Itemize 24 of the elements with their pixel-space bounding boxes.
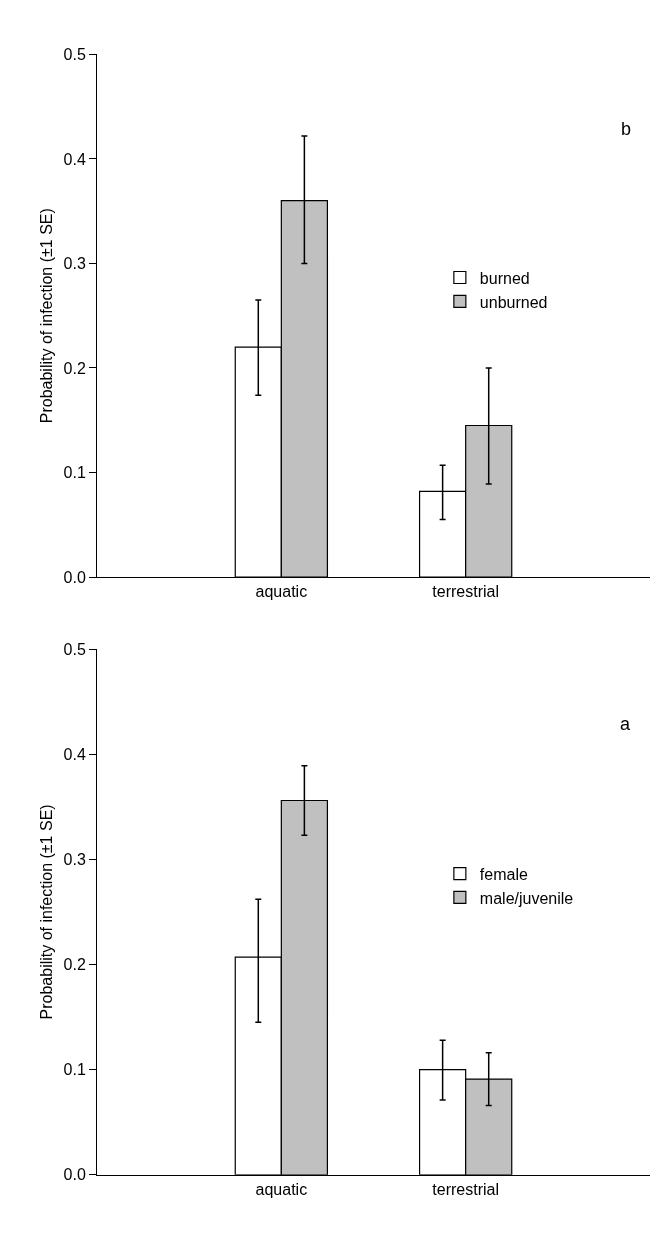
- y-tick-label: 0.5: [63, 45, 86, 63]
- x-tick-label: aquatic: [255, 583, 308, 601]
- y-axis-title: Probability of infection (±1 SE): [38, 804, 56, 1020]
- legend-label: male/juvenile: [479, 889, 574, 907]
- y-axis-title: Probability of infection (±1 SE): [38, 208, 56, 424]
- legend-label: unburned: [479, 293, 548, 311]
- legend-label: female: [479, 865, 528, 883]
- y-tick-label: 0.4: [63, 150, 86, 168]
- y-tick-label: 0.1: [63, 464, 86, 482]
- y-tick-label: 0.2: [63, 956, 86, 974]
- y-tick-label: 0.0: [63, 568, 86, 586]
- x-tick-label: aquatic: [255, 1180, 308, 1198]
- y-tick-label: 0.2: [63, 359, 86, 377]
- x-tick-label: terrestrial: [432, 583, 500, 601]
- y-tick-label: 0.0: [63, 1166, 86, 1184]
- y-tick-label: 0.3: [63, 255, 86, 273]
- y-tick-label: 0.5: [63, 640, 86, 658]
- x-tick-label: terrestrial: [432, 1180, 500, 1198]
- y-tick-label: 0.4: [63, 745, 86, 763]
- legend-label: burned: [479, 269, 530, 287]
- annotation: b: [621, 119, 632, 139]
- y-tick-label: 0.3: [63, 850, 86, 868]
- y-tick-label: 0.1: [63, 1061, 86, 1079]
- annotation: a: [620, 714, 631, 734]
